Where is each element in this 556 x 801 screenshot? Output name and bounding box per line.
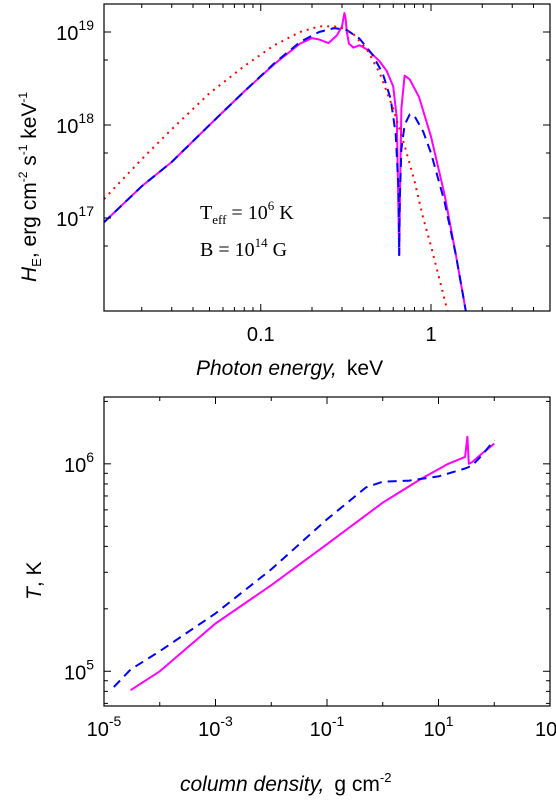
temperature-panel: 10-5 10-3 10-1 101 103 105 106 column density,… [23,396,556,796]
temperature-plot-frame [103,396,551,707]
temperature-x-tick-label: 103 [535,713,556,741]
spectrum-series-line-1 [104,12,467,311]
temperature-x-tick-label: 10-3 [198,713,233,741]
spectrum-y-tick-label: 1017 [56,203,94,231]
spectrum-x-tick-label: 1 [425,324,436,346]
spectrum-series-group [104,12,467,311]
spectrum-x-tick-label: 0.1 [247,324,275,346]
temperature-ticks [103,397,551,706]
temperature-x-tick-label: 10-1 [310,713,345,741]
spectrum-tick-labels: 0.1 1 1017 1018 1019 [56,17,436,346]
temperature-series-group [113,435,496,692]
spectrum-series-line-3 [104,25,449,311]
spectrum-x-axis-label: Photon energy, keV [196,357,383,380]
temperature-series-line-2 [113,439,496,688]
spectrum-plot-frame [103,3,551,312]
spectrum-y-axis-label: HE, erg cm-2 s-1 keV-1 [16,92,44,282]
spectrum-y-tick-label: 1018 [56,110,94,138]
temperature-x-tick-label: 101 [423,713,453,741]
annotation-field: B = 1014 G [200,235,287,261]
temperature-y-tick-label: 105 [64,656,94,684]
temperature-x-axis-label: column density, g cm-2 [180,770,391,796]
temperature-x-tick-label: 10-5 [87,713,122,741]
annotation-teff: Teff = 106 K [200,198,294,227]
temperature-y-axis-label: T, K [23,561,46,600]
spectrum-ticks [104,4,551,312]
temperature-tick-labels: 10-5 10-3 10-1 101 103 105 106 [64,449,556,741]
temperature-y-tick-label: 106 [64,449,94,477]
spectrum-y-tick-label: 1019 [56,17,94,45]
spectrum-panel: 0.1 1 1017 1018 1019 Teff = 106 K B = 1014 G… [16,3,551,380]
temperature-series-line-1 [130,435,495,692]
